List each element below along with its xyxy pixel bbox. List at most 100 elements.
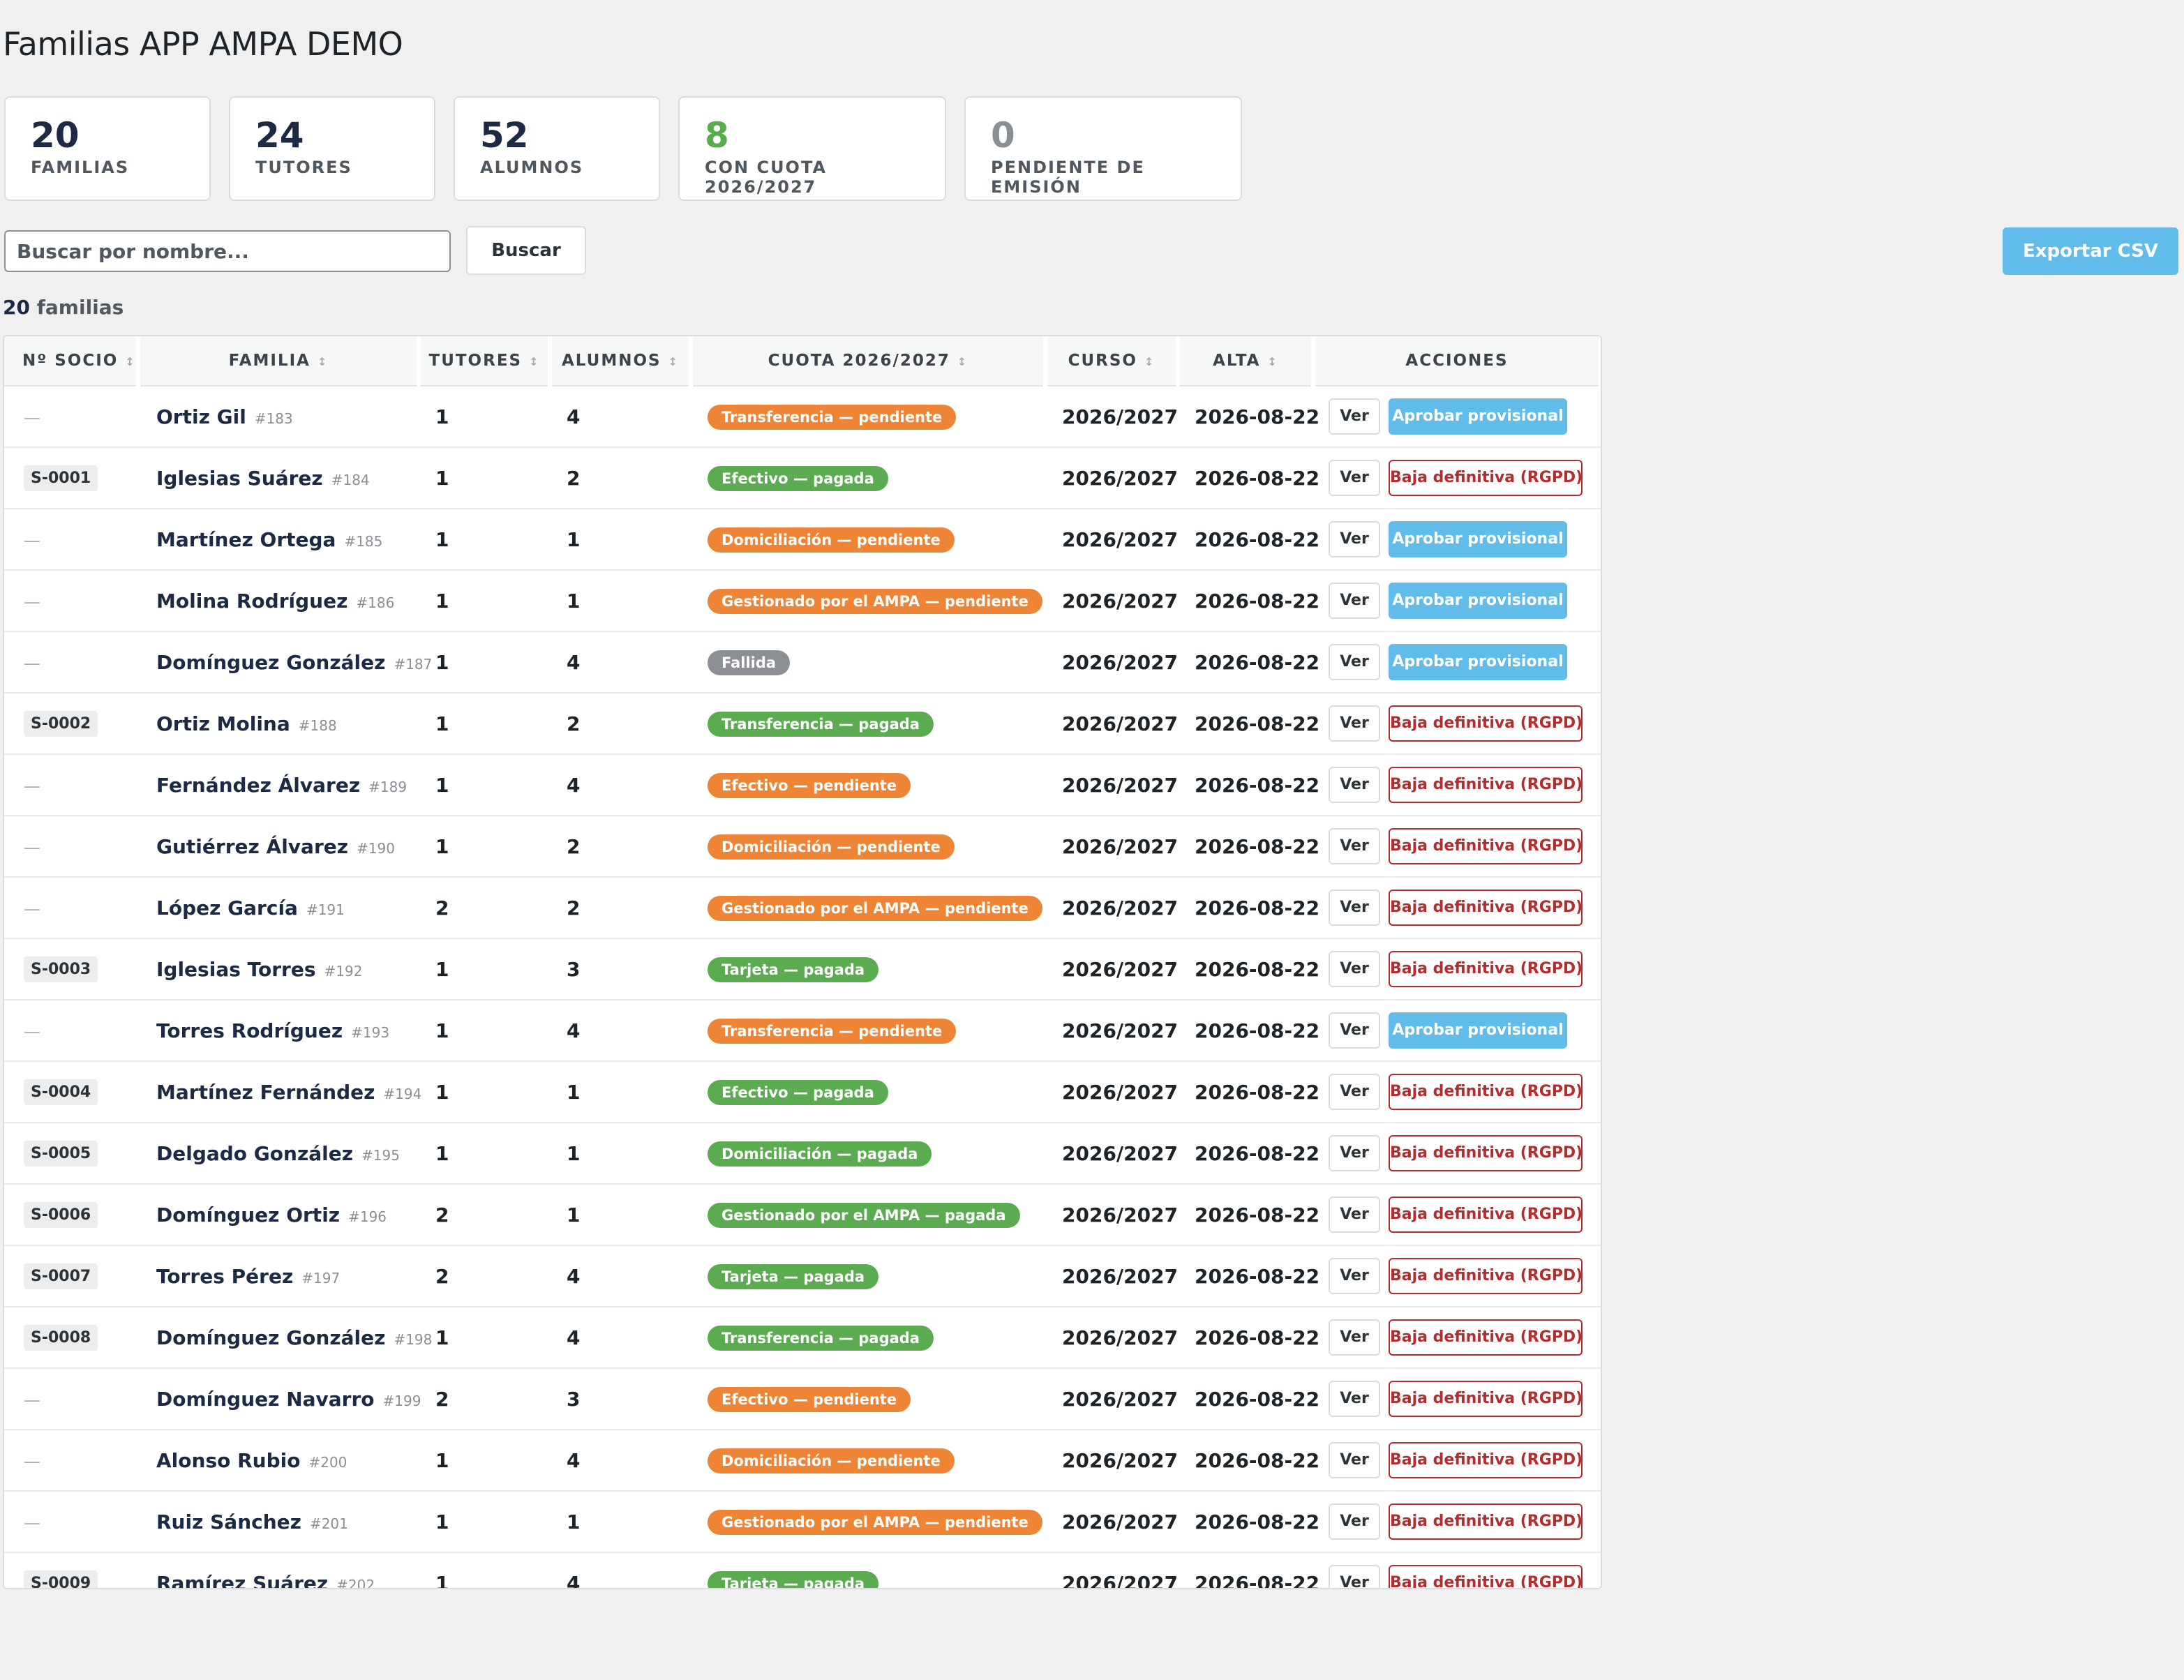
cell-familia[interactable]: Iglesias Torres #192 [138,938,419,1000]
cell-familia[interactable]: Ramírez Suárez #202 [138,1552,419,1589]
ver-button[interactable]: Ver [1329,1442,1380,1478]
familia-name[interactable]: Ramírez Suárez [156,1571,329,1589]
baja-definitiva-button[interactable]: Baja definitiva (RGPD) [1389,1197,1583,1233]
ver-button[interactable]: Ver [1329,1503,1380,1540]
cell-familia[interactable]: Fernández Álvarez #189 [138,754,419,816]
search-input[interactable] [4,230,451,272]
baja-definitiva-button[interactable]: Baja definitiva (RGPD) [1389,828,1583,864]
cell-familia[interactable]: Molina Rodríguez #186 [138,570,419,632]
cell-familia[interactable]: López García #191 [138,877,419,939]
ver-button[interactable]: Ver [1329,1319,1380,1356]
familia-name[interactable]: Molina Rodríguez [156,589,348,613]
cell-curso: 2026/2027 [1045,1061,1178,1123]
familia-name[interactable]: Fernández Álvarez [156,773,361,797]
ver-button[interactable]: Ver [1329,951,1380,987]
familia-name[interactable]: Iglesias Torres [156,957,316,981]
familia-name[interactable]: Martínez Fernández [156,1080,375,1104]
baja-definitiva-button[interactable]: Baja definitiva (RGPD) [1389,1503,1583,1540]
col-header-cuota[interactable]: CUOTA 2026/2027 ↕ [691,336,1047,387]
cell-familia[interactable]: Alonso Rubio #200 [138,1430,419,1492]
ver-button[interactable]: Ver [1329,1012,1380,1049]
familia-name[interactable]: Domínguez González [156,650,386,674]
familia-name[interactable]: Ortiz Molina [156,712,290,735]
familia-name[interactable]: Ruiz Sánchez [156,1510,301,1533]
familia-id: #198 [394,1330,433,1348]
cell-familia[interactable]: Delgado González #195 [138,1123,419,1185]
familia-name[interactable]: Torres Pérez [156,1264,294,1288]
familia-name[interactable]: Delgado González [156,1141,354,1165]
ver-button[interactable]: Ver [1329,1135,1380,1171]
stat-value: 52 [480,115,529,156]
ver-button[interactable]: Ver [1329,1565,1380,1588]
col-header-alumnos[interactable]: ALUMNOS ↕ [550,336,693,387]
ver-button[interactable]: Ver [1329,1074,1380,1110]
ver-button[interactable]: Ver [1329,767,1380,803]
familia-name[interactable]: Iglesias Suárez [156,466,323,490]
aprobar-provisional-button[interactable]: Aprobar provisional [1389,1012,1567,1049]
cell-curso: 2026/2027 [1045,1307,1178,1369]
ver-button[interactable]: Ver [1329,398,1380,435]
cell-familia[interactable]: Torres Pérez #197 [138,1245,419,1307]
baja-definitiva-button[interactable]: Baja definitiva (RGPD) [1389,1135,1583,1171]
baja-definitiva-button[interactable]: Baja definitiva (RGPD) [1389,705,1583,742]
aprobar-provisional-button[interactable]: Aprobar provisional [1389,398,1567,435]
cell-tutores: 1 [419,1123,550,1185]
ver-button[interactable]: Ver [1329,583,1380,619]
familia-name[interactable]: Domínguez Ortiz [156,1203,341,1227]
col-header-curso[interactable]: CURSO ↕ [1045,336,1180,387]
baja-definitiva-button[interactable]: Baja definitiva (RGPD) [1389,767,1583,803]
cell-familia[interactable]: Torres Rodríguez #193 [138,1000,419,1062]
baja-definitiva-button[interactable]: Baja definitiva (RGPD) [1389,1442,1583,1478]
cell-familia[interactable]: Gutiérrez Álvarez #190 [138,816,419,878]
ver-button[interactable]: Ver [1329,644,1380,680]
ver-button[interactable]: Ver [1329,1258,1380,1294]
cell-familia[interactable]: Ortiz Molina #188 [138,693,419,755]
ver-button[interactable]: Ver [1329,1197,1380,1233]
familia-name[interactable]: López García [156,896,298,920]
cell-alumnos: 4 [550,1000,691,1062]
cell-familia[interactable]: Martínez Ortega #185 [138,509,419,571]
familia-name[interactable]: Torres Rodríguez [156,1019,343,1042]
cell-familia[interactable]: Iglesias Suárez #184 [138,447,419,509]
ver-button[interactable]: Ver [1329,705,1380,742]
col-header-familia[interactable]: FAMILIA ↕ [138,336,421,387]
baja-definitiva-button[interactable]: Baja definitiva (RGPD) [1389,1565,1583,1588]
aprobar-provisional-button[interactable]: Aprobar provisional [1389,521,1567,557]
familia-name[interactable]: Alonso Rubio [156,1448,301,1472]
familia-name[interactable]: Martínez Ortega [156,527,336,551]
ver-button[interactable]: Ver [1329,828,1380,864]
cell-cuota: Efectivo — pagada [691,447,1045,509]
baja-definitiva-button[interactable]: Baja definitiva (RGPD) [1389,1381,1583,1417]
aprobar-provisional-button[interactable]: Aprobar provisional [1389,583,1567,619]
cell-familia[interactable]: Domínguez González #187 [138,631,432,693]
cell-familia[interactable]: Ortiz Gil #183 [138,386,419,448]
baja-definitiva-button[interactable]: Baja definitiva (RGPD) [1389,890,1583,926]
baja-definitiva-button[interactable]: Baja definitiva (RGPD) [1389,1074,1583,1110]
baja-definitiva-button[interactable]: Baja definitiva (RGPD) [1389,951,1583,987]
familia-name[interactable]: Gutiérrez Álvarez [156,834,349,858]
cell-socio: S-0009 [4,1552,138,1588]
cell-familia[interactable]: Domínguez Navarro #199 [138,1368,421,1430]
ver-button[interactable]: Ver [1329,890,1380,926]
col-header-tutores[interactable]: TUTORES ↕ [419,336,552,387]
cell-alumnos: 4 [567,1571,581,1589]
col-header-alta[interactable]: ALTA ↕ [1178,336,1315,387]
cell-familia[interactable]: Domínguez González #198 [138,1307,432,1369]
ver-button[interactable]: Ver [1329,460,1380,496]
cell-familia[interactable]: Ruiz Sánchez #201 [138,1491,419,1553]
ver-button[interactable]: Ver [1329,1381,1380,1417]
export-csv-button[interactable]: Exportar CSV [2003,227,2178,275]
cell-curso: 2026/2027 [1045,1000,1178,1062]
familia-name[interactable]: Domínguez González [156,1326,386,1349]
aprobar-provisional-button[interactable]: Aprobar provisional [1389,644,1567,680]
baja-definitiva-button[interactable]: Baja definitiva (RGPD) [1389,1258,1583,1294]
familia-name[interactable]: Ortiz Gil [156,405,246,428]
cell-familia[interactable]: Martínez Fernández #194 [138,1061,421,1123]
search-button[interactable]: Buscar [466,226,586,275]
ver-button[interactable]: Ver [1329,521,1380,557]
baja-definitiva-button[interactable]: Baja definitiva (RGPD) [1389,1319,1583,1356]
familia-name[interactable]: Domínguez Navarro [156,1387,375,1411]
cell-familia[interactable]: Domínguez Ortiz #196 [138,1184,419,1246]
col-header-socio[interactable]: Nº SOCIO ↕ [4,336,140,387]
baja-definitiva-button[interactable]: Baja definitiva (RGPD) [1389,460,1583,496]
